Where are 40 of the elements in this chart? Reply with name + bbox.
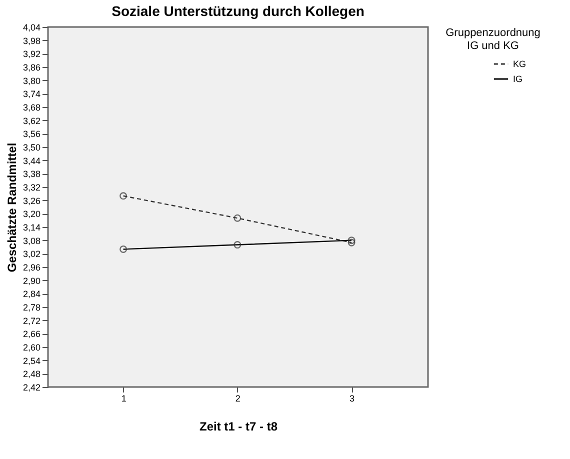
y-tick-label: 2,72 [22, 316, 40, 326]
x-tick-label: 3 [350, 394, 355, 404]
y-tick-label: 3,50 [22, 142, 40, 152]
y-tick-label: 2,54 [22, 356, 40, 366]
point [234, 214, 242, 222]
y-tick-label: 3,20 [22, 209, 40, 220]
y-tick-label: 3,38 [22, 169, 40, 180]
legend-title: Gruppenzuordnung IG und KG [446, 27, 540, 52]
y-tick-label: 3,62 [22, 116, 40, 126]
y-tick-label: 2,60 [22, 342, 40, 352]
y-tick-label: 4,04 [22, 22, 40, 32]
y-tick-label: 3,92 [22, 49, 40, 60]
y-tick-label: 3,98 [22, 36, 40, 46]
y-axis-title: Geschätzte Randmittel [4, 142, 19, 272]
x-axis-title: Zeit t1 - t7 - t8 [199, 420, 278, 434]
x-tick-label: 2 [235, 394, 240, 404]
y-tick-label: 3,56 [22, 129, 40, 140]
y-tick-label: 2,48 [22, 369, 40, 380]
y-tick-label: 3,44 [22, 156, 40, 166]
legend-label: KG [513, 59, 526, 69]
y-tick-label: 2,90 [22, 276, 40, 286]
chart-title: Soziale Unterstützung durch Kollegen [112, 3, 364, 19]
y-tick-label: 3,68 [22, 102, 40, 112]
y-tick-label: 2,42 [22, 382, 40, 392]
y-tick-label: 3,74 [22, 89, 40, 100]
legend-label: IG [513, 74, 523, 84]
y-tick-label: 3,32 [22, 182, 40, 192]
y-tick-label: 2,78 [22, 302, 40, 312]
y-tick-label: 3,86 [22, 62, 40, 72]
point [120, 192, 128, 200]
y-tick-label: 2,96 [22, 262, 40, 272]
x-tick-label: 1 [121, 394, 126, 404]
y-tick-label: 3,80 [22, 76, 40, 86]
y-tick-label: 3,02 [22, 249, 40, 260]
y-tick-label: 3,08 [22, 236, 40, 246]
y-tick-label: 2,66 [22, 329, 40, 340]
point [348, 238, 356, 246]
y-tick-label: 2,84 [22, 289, 40, 300]
y-tick-label: 3,26 [22, 196, 40, 206]
y-tick-label: 3,14 [22, 222, 40, 232]
